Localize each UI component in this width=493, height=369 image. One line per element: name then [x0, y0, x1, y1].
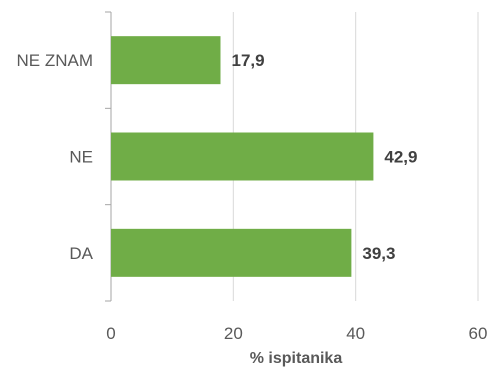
x-tick-label: 0	[106, 324, 115, 343]
category-label: NE ZNAM	[17, 51, 94, 70]
x-axis-title: % ispitanika	[250, 350, 343, 367]
category-label: NE	[69, 148, 93, 167]
bars	[111, 36, 374, 277]
data-label: 42,9	[384, 148, 417, 167]
category-label: DA	[69, 244, 93, 263]
x-tick-label: 60	[469, 324, 488, 343]
labels: 0 20 40 60 NE ZNAM 17,9 NE 42,9 DA 39,3	[17, 51, 488, 343]
x-tick-label: 20	[224, 324, 243, 343]
category-axis	[105, 11, 112, 302]
data-label: 17,9	[231, 51, 264, 70]
bar-da	[111, 228, 352, 277]
x-tick-label: 40	[346, 324, 365, 343]
bar-ne-znam	[111, 36, 221, 85]
bar-ne	[111, 132, 374, 181]
data-label: 39,3	[362, 244, 395, 263]
